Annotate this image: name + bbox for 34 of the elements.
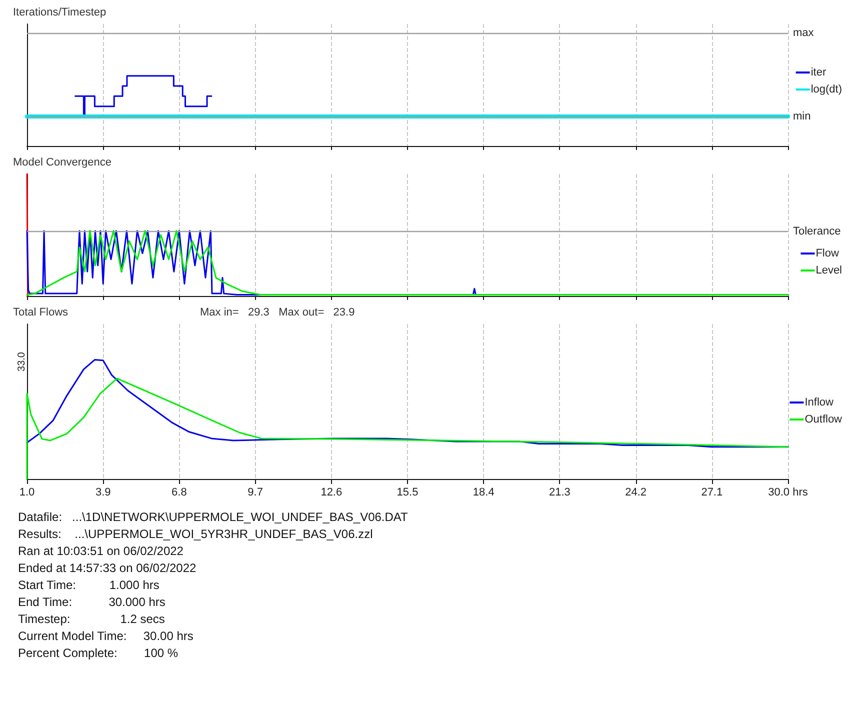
chart-subtitle: Max in= 29.3 Max out= 23.9: [200, 306, 355, 318]
x-tick-label: 9.7: [248, 486, 263, 498]
text: Current Model Time: 30.00 hrs: [18, 628, 194, 645]
text: Timestep: 1.2 secs: [18, 611, 166, 628]
x-tick-label: 21.3: [548, 486, 570, 498]
x-tick-label: 3.9: [95, 486, 111, 498]
text: Results: ...\UPPERMOLE_WOI_5YR3HR_UNDEF_BAS_V06.zzl: [18, 526, 374, 543]
chart-title: Model Convergence: [13, 156, 112, 168]
legend-label: log(dt): [810, 84, 842, 96]
x-tick-label: 30.0 hrs: [768, 486, 808, 498]
legend-label: Level: [816, 264, 842, 276]
x-tick-label: 18.4: [472, 486, 494, 498]
y-axis-title: 33.0: [16, 352, 28, 372]
legend-label: Flow: [816, 248, 839, 260]
x-tick-label: 15.5: [396, 486, 418, 498]
x-tick-label: 24.2: [625, 486, 647, 498]
text: Start Time: 1.000 hrs: [18, 577, 160, 594]
legend-label: Inflow: [804, 396, 834, 408]
chart-title: Iterations/Timestep: [13, 6, 106, 18]
x-tick-label: 27.1: [701, 486, 723, 498]
x-tick-label: 12.6: [320, 486, 342, 498]
chart-title: Total Flows: [13, 306, 69, 318]
text: End Time: 30.000 hrs: [18, 594, 166, 611]
text: Ran at 10:03:51 on 06/02/2022: [18, 543, 184, 560]
ref-line-label: max: [793, 27, 814, 40]
ref-line-label: Tolerance: [793, 225, 841, 238]
legend-label: Outflow: [804, 414, 842, 426]
text: Datafile: ...\1D\NETWORK\UPPERMOLE_WOI_UNDEF_BAS_V06.DAT: [18, 509, 409, 526]
ref-line-label: min: [793, 110, 811, 123]
x-tick-label: 6.8: [172, 486, 187, 498]
text: Ended at 14:57:33 on 06/02/2022: [18, 560, 198, 577]
text: Percent Complete: 100 %: [18, 645, 180, 662]
legend-label: iter: [810, 66, 826, 78]
x-tick-label: 1.0: [19, 486, 35, 498]
